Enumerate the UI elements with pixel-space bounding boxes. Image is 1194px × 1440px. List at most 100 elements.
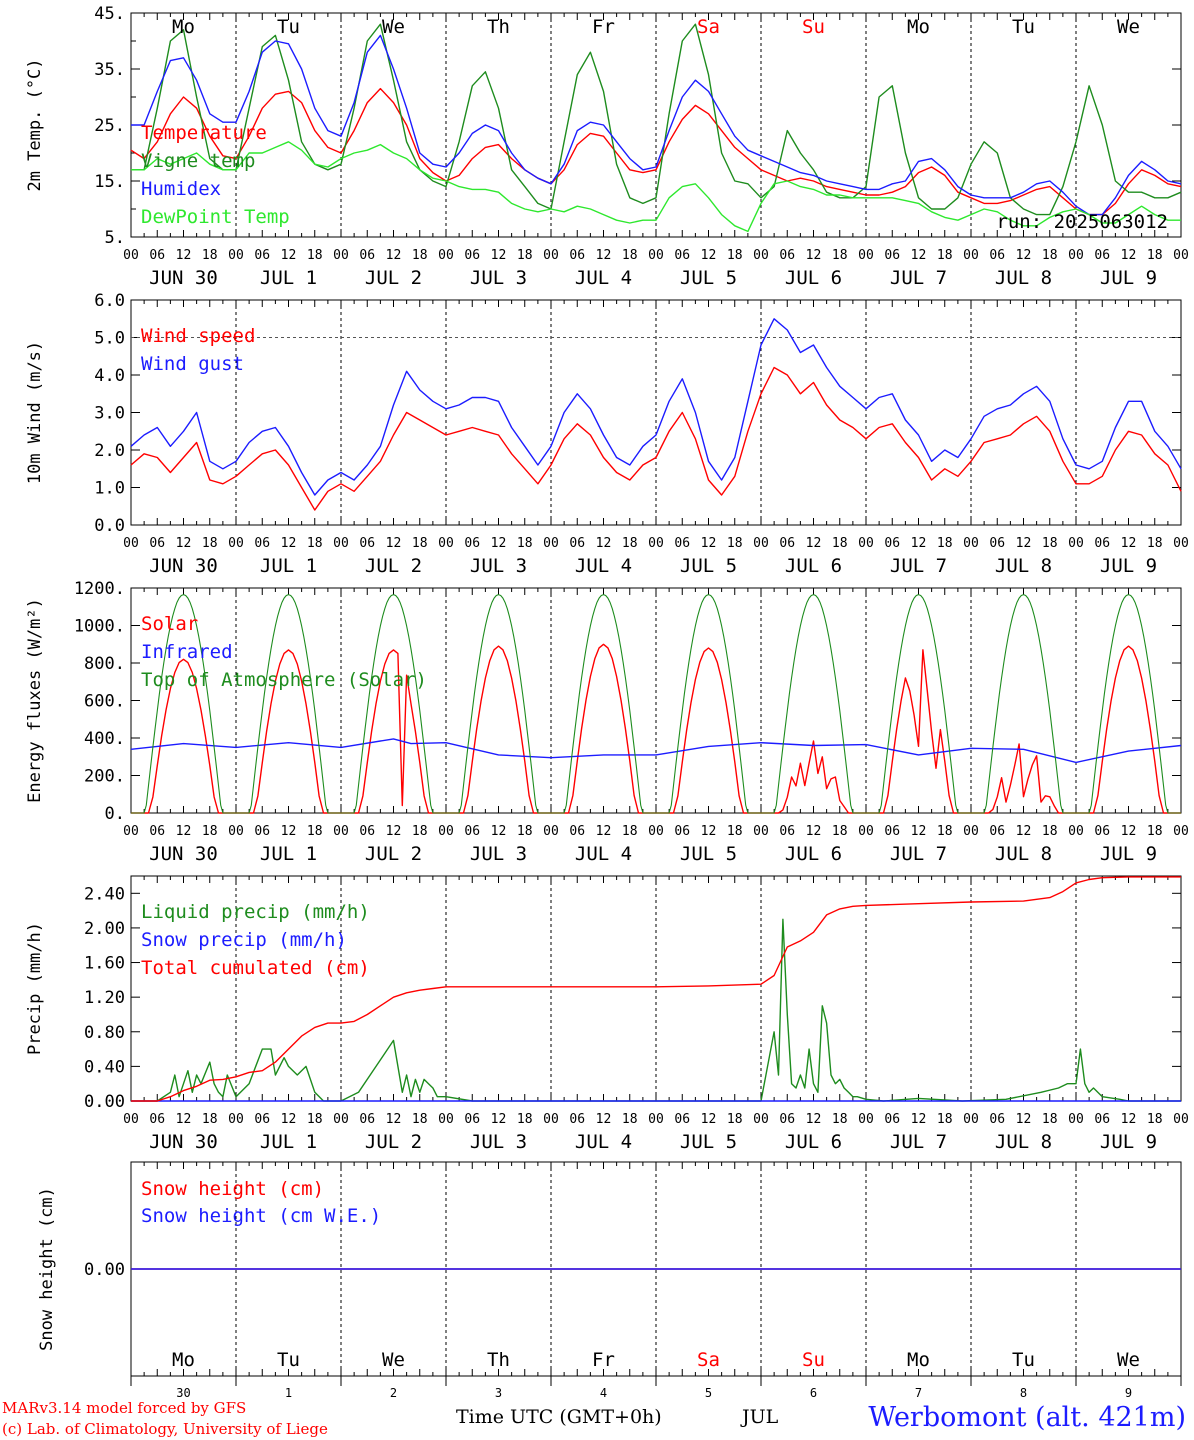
hour-tick-label: 12 <box>1016 248 1032 263</box>
day-number: 1 <box>285 1386 292 1400</box>
hour-tick-label: 18 <box>517 1112 533 1127</box>
legend-snow-precip-mm-h: Snow precip (mm/h) <box>141 929 347 951</box>
weekday-label-top: Tu <box>277 16 300 38</box>
hour-tick-label: 18 <box>307 536 323 551</box>
hour-tick-label: 00 <box>333 536 349 551</box>
hour-tick-label: 00 <box>123 536 139 551</box>
y-tick-label: 200. <box>84 767 125 787</box>
legend-snow-height-cm: Snow height (cm) <box>141 1178 324 1200</box>
hour-tick-label: 06 <box>884 1112 900 1127</box>
y-tick-label: 6.0 <box>94 291 125 311</box>
hour-tick-label: 00 <box>963 824 979 839</box>
hour-tick-label: 12 <box>806 248 822 263</box>
weekday-label-bottom: Mo <box>172 1349 195 1371</box>
wind-gust-line <box>130 318 1182 496</box>
hour-tick-label: 00 <box>228 824 244 839</box>
model-credit: MARv3.14 model forced by GFS <box>2 1399 247 1417</box>
toa-solar-line <box>236 594 341 814</box>
day-number: 6 <box>810 1386 817 1400</box>
hour-tick-label: 12 <box>701 824 717 839</box>
hour-tick-label: 12 <box>176 824 192 839</box>
hour-tick-label: 18 <box>412 248 428 263</box>
hour-tick-label: 12 <box>491 536 507 551</box>
station-label: Werbomont (alt. 421m) <box>868 1402 1186 1433</box>
legend-total-cumulated-cm: Total cumulated (cm) <box>141 957 370 979</box>
hour-tick-label: 12 <box>386 248 402 263</box>
hour-tick-label: 06 <box>254 248 270 263</box>
hour-tick-label: 06 <box>989 248 1005 263</box>
day-number: 3 <box>495 1386 502 1400</box>
hour-tick-label: 12 <box>176 248 192 263</box>
hour-tick-label: 18 <box>1042 248 1058 263</box>
hour-tick-label: 12 <box>806 824 822 839</box>
y-tick-label: 600. <box>84 692 125 712</box>
y-tick-label: 400. <box>84 729 125 749</box>
toa-solar-line <box>971 594 1076 814</box>
solar-line <box>656 647 761 814</box>
weekday-label-bottom: Th <box>487 1349 510 1371</box>
hour-tick-label: 06 <box>884 824 900 839</box>
hour-tick-label: 18 <box>1042 824 1058 839</box>
hour-tick-label: 18 <box>727 1112 743 1127</box>
hour-tick-label: 12 <box>1016 824 1032 839</box>
hour-tick-label: 12 <box>386 1112 402 1127</box>
hour-tick-label: 12 <box>176 1112 192 1127</box>
hour-tick-label: 06 <box>359 1112 375 1127</box>
hour-tick-label: 18 <box>202 824 218 839</box>
hour-tick-label: 06 <box>464 248 480 263</box>
legend-vigne-temp: Vigne temp <box>141 150 255 172</box>
hour-tick-label: 00 <box>1068 248 1084 263</box>
date-label: JUL 4 <box>575 555 632 577</box>
hour-tick-label: 00 <box>543 1112 559 1127</box>
date-label: JUL 9 <box>1100 267 1157 289</box>
temperature-line <box>130 87 1182 216</box>
hour-tick-label: 12 <box>281 1112 297 1127</box>
panel-frame <box>130 299 1182 526</box>
hour-tick-label: 18 <box>832 1112 848 1127</box>
date-label: JUL 8 <box>995 267 1052 289</box>
hour-tick-label: 12 <box>701 536 717 551</box>
date-label: JUL 7 <box>890 555 947 577</box>
hour-tick-label: 00 <box>228 248 244 263</box>
solar-line <box>551 643 656 814</box>
hour-tick-label: 00 <box>1173 536 1189 551</box>
hour-tick-label: 18 <box>622 248 638 263</box>
hour-tick-label: 18 <box>1147 536 1163 551</box>
hour-tick-label: 06 <box>884 248 900 263</box>
y-tick-label: 800. <box>84 654 125 674</box>
hour-tick-label: 06 <box>149 536 165 551</box>
hour-tick-label: 12 <box>911 1112 927 1127</box>
date-label: JUL 8 <box>995 843 1052 865</box>
solar-line <box>341 649 446 814</box>
hour-tick-label: 12 <box>701 1112 717 1127</box>
hour-tick-label: 06 <box>569 824 585 839</box>
hour-tick-label: 12 <box>491 824 507 839</box>
hour-tick-label: 00 <box>1068 536 1084 551</box>
y-tick-label: 15. <box>94 172 125 192</box>
weekday-label-top: Mo <box>172 16 195 38</box>
hour-tick-label: 00 <box>963 248 979 263</box>
hour-tick-label: 18 <box>412 824 428 839</box>
infrared-line <box>130 738 1182 764</box>
hour-tick-label: 18 <box>1042 1112 1058 1127</box>
hour-tick-label: 18 <box>727 824 743 839</box>
hour-tick-label: 12 <box>281 248 297 263</box>
hour-tick-label: 00 <box>753 248 769 263</box>
date-label: JUL 2 <box>365 267 422 289</box>
hour-tick-label: 18 <box>937 248 953 263</box>
hour-tick-label: 06 <box>1094 248 1110 263</box>
hour-tick-label: 18 <box>832 824 848 839</box>
date-label: JUL 6 <box>785 843 842 865</box>
date-label: JUL 1 <box>260 267 317 289</box>
hour-tick-label: 12 <box>1121 248 1137 263</box>
y-axis-title: 10m Wind (m/s) <box>25 341 45 484</box>
hour-tick-label: 18 <box>832 536 848 551</box>
hour-tick-label: 00 <box>123 1112 139 1127</box>
hour-tick-label: 00 <box>648 248 664 263</box>
day-number: 8 <box>1020 1386 1027 1400</box>
y-tick-label: 0.0 <box>94 516 125 536</box>
hour-tick-label: 18 <box>307 824 323 839</box>
hour-tick-label: 00 <box>228 1112 244 1127</box>
hour-tick-label: 00 <box>1068 824 1084 839</box>
